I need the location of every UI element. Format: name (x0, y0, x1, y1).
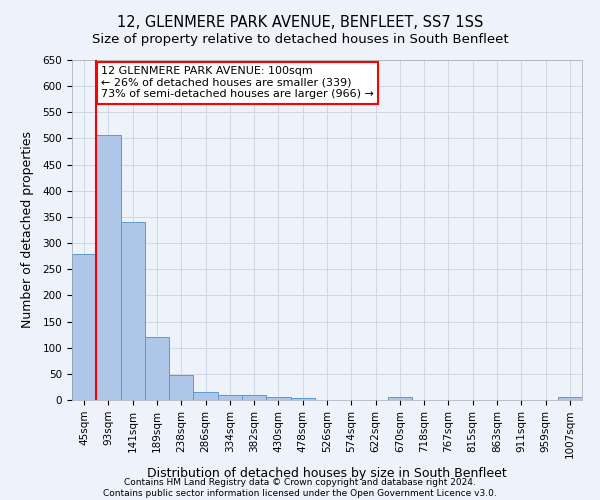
Bar (242, 396, 266, 400)
Bar (72, 254, 96, 400)
Bar (558, 398, 582, 400)
Text: Size of property relative to detached houses in South Benfleet: Size of property relative to detached ho… (92, 32, 508, 46)
Bar (218, 395, 242, 400)
Bar (193, 392, 218, 400)
Bar (388, 398, 412, 400)
Bar (290, 398, 315, 400)
Bar (266, 397, 290, 400)
Text: Contains HM Land Registry data © Crown copyright and database right 2024.
Contai: Contains HM Land Registry data © Crown c… (103, 478, 497, 498)
Bar (145, 337, 169, 400)
Bar (121, 222, 145, 400)
Y-axis label: Number of detached properties: Number of detached properties (21, 132, 34, 328)
Text: 12, GLENMERE PARK AVENUE, BENFLEET, SS7 1SS: 12, GLENMERE PARK AVENUE, BENFLEET, SS7 … (117, 15, 483, 30)
Bar (96, 135, 121, 400)
X-axis label: Distribution of detached houses by size in South Benfleet: Distribution of detached houses by size … (147, 466, 507, 479)
Bar (169, 376, 193, 400)
Text: 12 GLENMERE PARK AVENUE: 100sqm
← 26% of detached houses are smaller (339)
73% o: 12 GLENMERE PARK AVENUE: 100sqm ← 26% of… (101, 66, 374, 100)
